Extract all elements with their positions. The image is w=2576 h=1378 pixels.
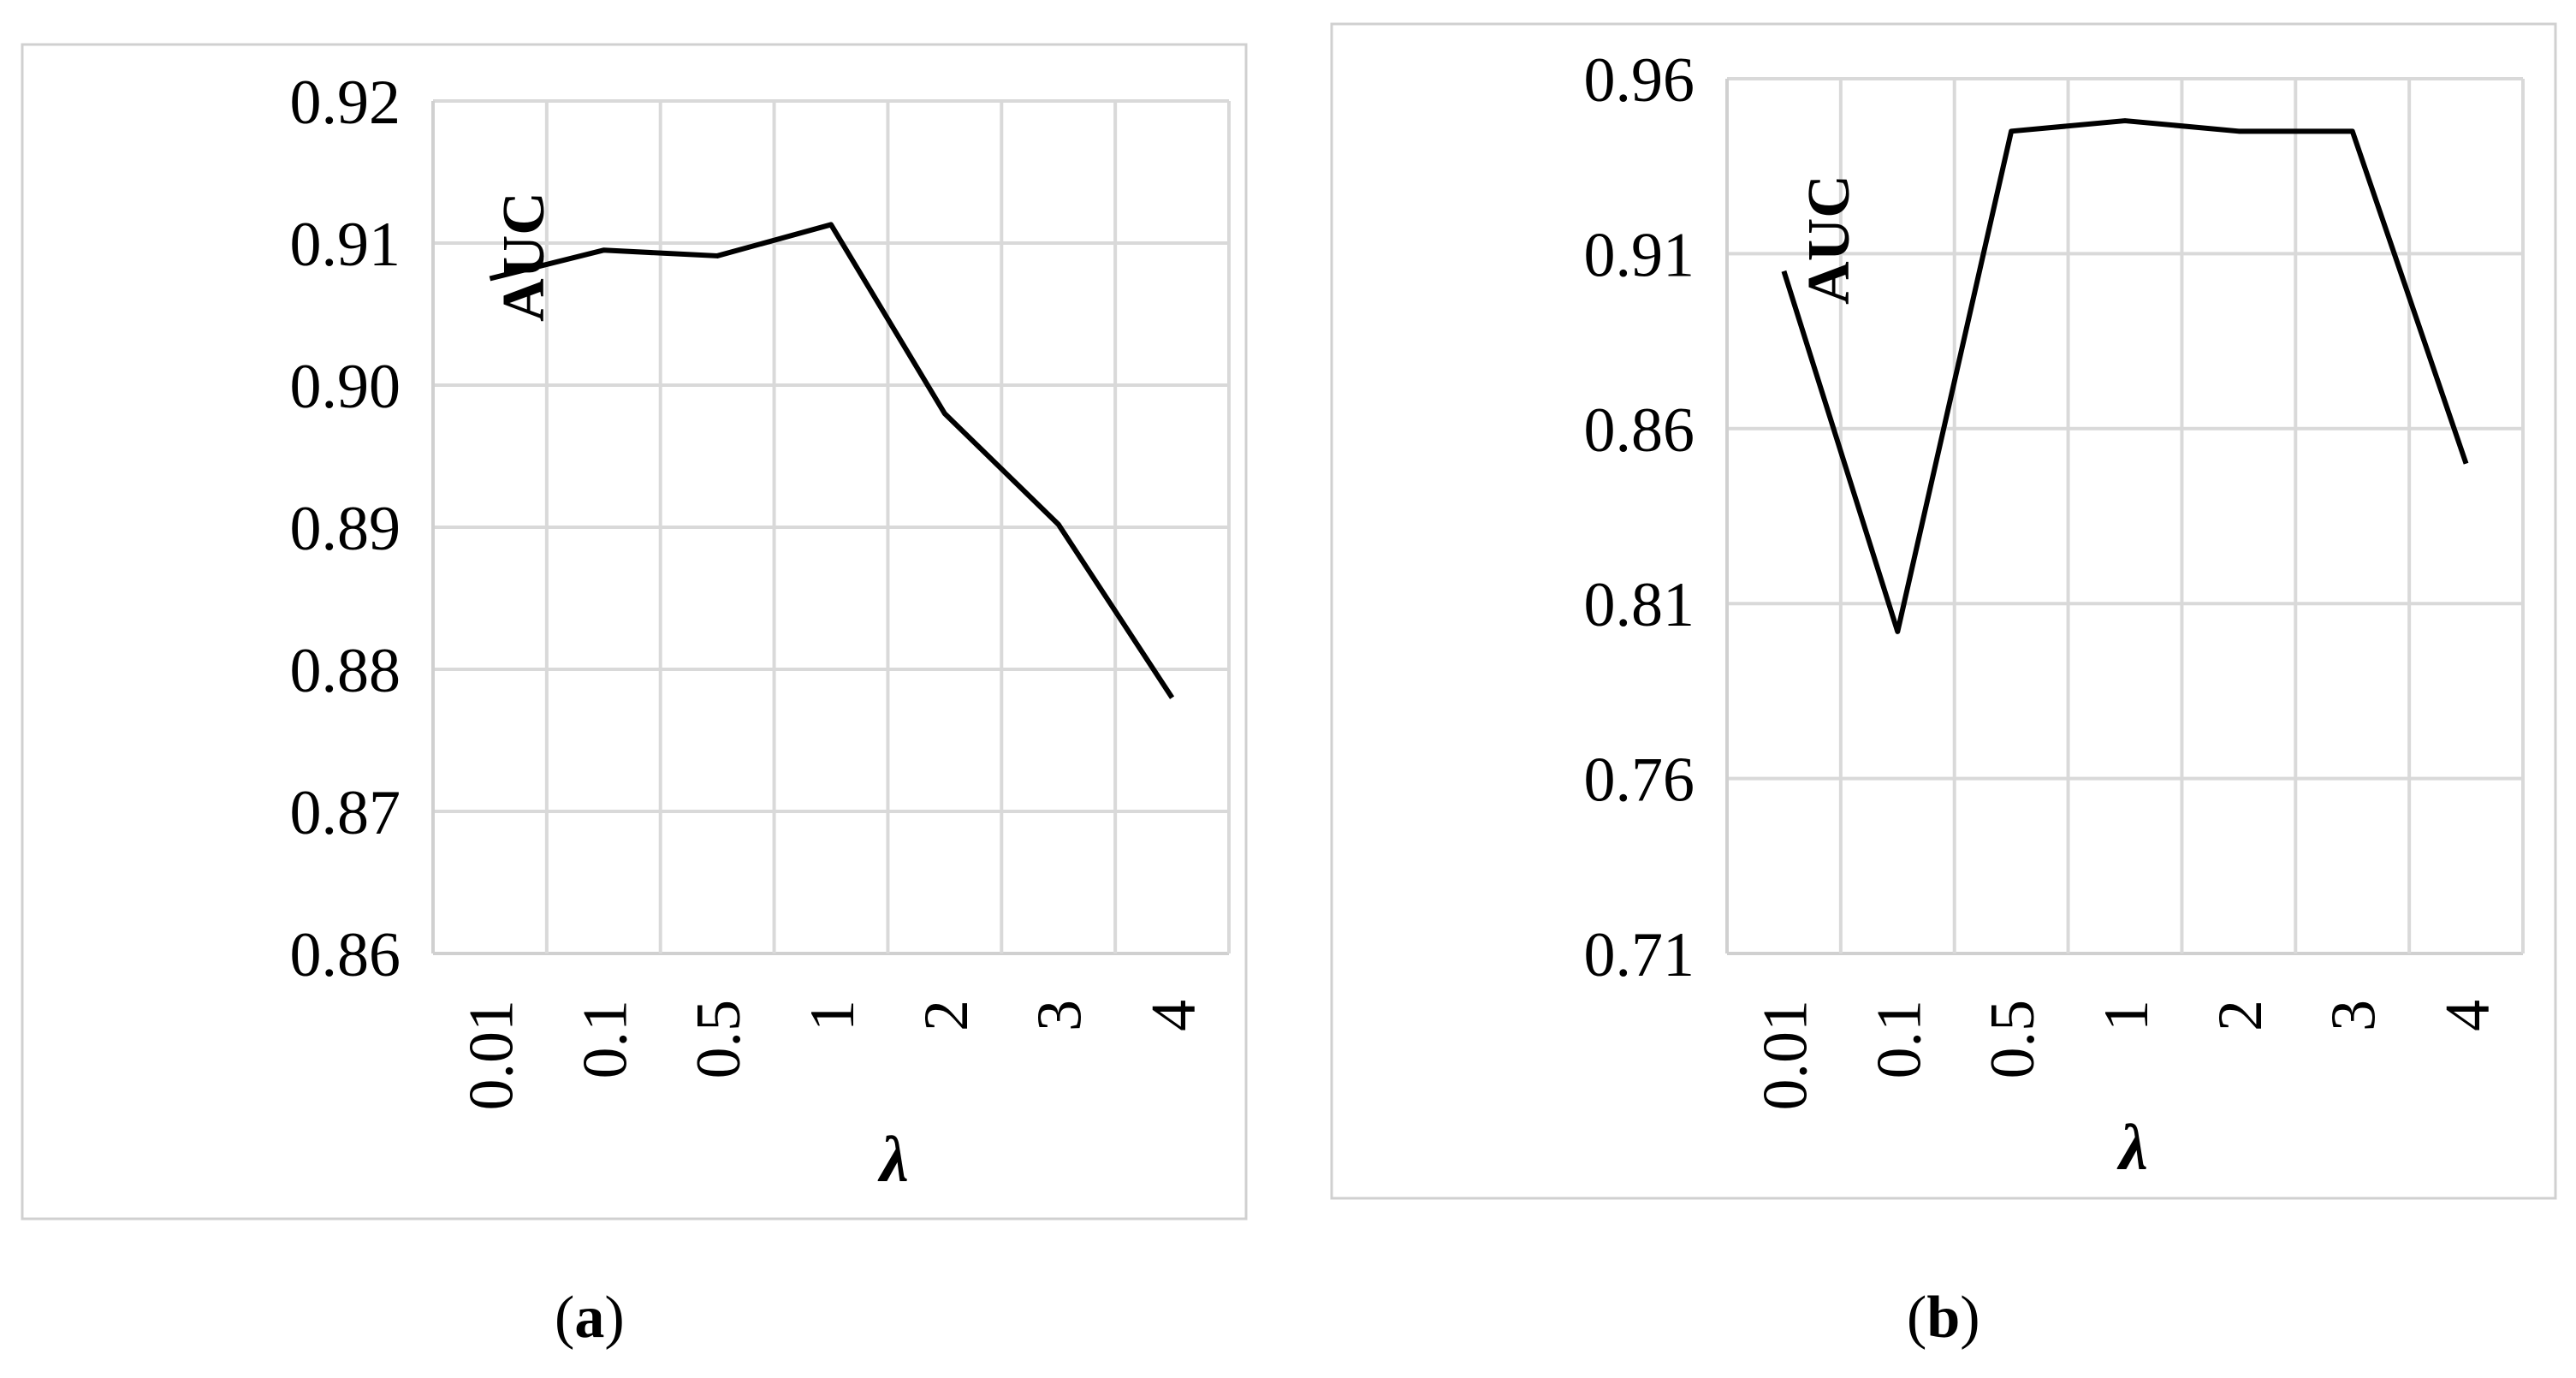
x-tick-label: 1 [798,1000,868,1031]
y-tick-label: 0.71 [1584,920,1695,990]
x-axis-label-b: λ [2116,1112,2148,1184]
caption-b-letter: b [1926,1285,1961,1351]
series-line [489,222,1175,699]
x-tick-label: 0.5 [684,1000,754,1079]
chart-frame-a [21,43,1248,1221]
y-axis-label-b: AUC [1796,175,1862,305]
y-tick-label: 0.86 [290,920,401,990]
x-tick-label: 3 [1025,1000,1095,1031]
y-tick-label: 0.92 [290,68,401,138]
x-tick-label: 0.01 [1750,1000,1820,1111]
gridlines-b [1725,77,2525,955]
series-line [1781,118,2469,634]
y-tick-label: 0.87 [290,778,401,848]
x-tick-label: 4 [1139,1000,1209,1031]
chart-panel-a: 0.86 0.87 0.88 0.89 0.90 0.91 0.92 0.01 0.1 0.5 1… [21,43,1248,1221]
x-axis-label-a: λ [877,1124,909,1196]
y-tick-label: 0.76 [1584,745,1695,816]
x-tick-label: 2 [2205,1000,2276,1031]
chart-frame-b [1330,22,2557,1200]
caption-b: (b) [1907,1285,1980,1351]
x-tick-label: 0.1 [570,1000,640,1079]
series-line-a [489,222,1175,699]
x-tick-label: 0.5 [1978,1000,2048,1079]
series-line-b [1781,118,2469,634]
x-tick-label: 0.1 [1864,1000,1934,1079]
y-tick-label: 0.96 [1584,45,1695,116]
y-tick-label: 0.89 [290,494,401,564]
x-tick-labels-b: 0.01 0.1 0.5 1 2 3 4 [1750,1000,2502,1111]
y-tick-label: 0.88 [290,636,401,706]
y-tick-label: 0.81 [1584,570,1695,640]
y-tick-label: 0.86 [1584,395,1695,466]
chart-panel-b: 0.710.760.810.860.910.96 0.01 0.1 0.5 1 2 3 4 … [1330,22,2557,1200]
y-tick-label: 0.91 [1584,220,1695,290]
y-tick-label: 0.91 [290,210,401,280]
x-tick-label: 2 [911,1000,982,1031]
caption-a: (a) [555,1285,625,1351]
x-tick-label: 0.01 [456,1000,526,1111]
x-tick-label: 1 [2092,1000,2162,1031]
y-tick-label: 0.90 [290,352,401,422]
x-tick-label: 4 [2433,1000,2503,1031]
x-tick-label: 3 [2319,1000,2389,1031]
gridlines-a [431,99,1231,955]
y-tick-labels-a: 0.86 0.87 0.88 0.89 0.90 0.91 0.92 [290,68,401,990]
x-tick-labels-a: 0.01 0.1 0.5 1 2 3 4 [456,1000,1208,1111]
y-axis-label-a: AUC [491,192,557,322]
y-tick-labels-b: 0.71 0.76 0.81 0.86 0.91 0.96 [1584,45,1695,990]
caption-a-letter: a [574,1285,605,1351]
